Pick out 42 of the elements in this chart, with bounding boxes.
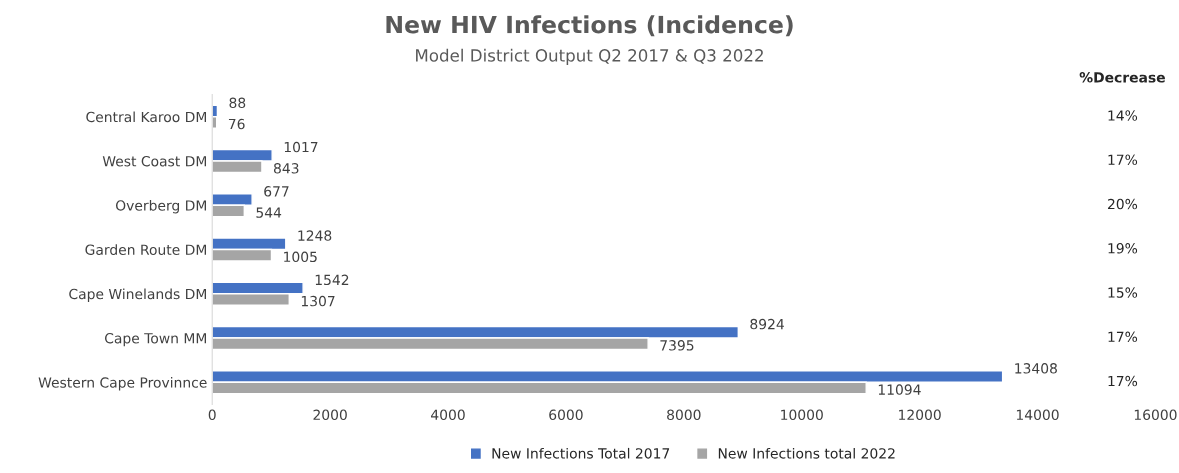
- y-tick-label: Cape Town MM: [104, 332, 206, 347]
- data-label: 1248: [298, 230, 332, 241]
- annotation: 14%: [1108, 110, 1138, 121]
- x-tick-label: 14000: [1016, 409, 1059, 421]
- data-label: 1307: [301, 295, 335, 307]
- y-tick-label: Western Cape Provinnce: [38, 377, 207, 391]
- chart-subtitle: Model District Output Q2 2017 & Q3 2022: [416, 48, 763, 65]
- data-label: 76: [228, 118, 245, 130]
- x-tick-label: 6000: [549, 409, 583, 421]
- data-label: 1005: [284, 251, 317, 263]
- y-tick-label: Central Karoo DM: [86, 111, 206, 123]
- data-label: 1542: [315, 274, 349, 286]
- data-label: 8924: [750, 318, 784, 330]
- annotation: 17%: [1108, 375, 1138, 387]
- x-tick-label: 4000: [431, 409, 465, 421]
- x-tick-label: 10000: [781, 409, 823, 421]
- text: %Decrease: [1079, 72, 1165, 83]
- x-tick-label: 0: [208, 409, 216, 421]
- y-tick-label: West Coast DM: [102, 155, 207, 167]
- data-label: 13408: [1015, 363, 1057, 374]
- chart-title: New HIV Infections (Incidence): [386, 15, 793, 37]
- x-tick-label: 8000: [667, 409, 701, 421]
- legend-label: New Infections total 2022: [718, 447, 895, 459]
- x-tick-label: 12000: [899, 409, 941, 421]
- x-tick-label: 16000: [1134, 409, 1177, 421]
- x-tick-label: 2000: [313, 409, 347, 421]
- y-tick-label: Cape Winelands DM: [69, 288, 206, 302]
- data-label: 88: [229, 97, 246, 109]
- annotation: 17%: [1108, 331, 1138, 343]
- data-label: 11094: [878, 384, 921, 395]
- annotation: 20%: [1107, 198, 1138, 210]
- data-label: 7395: [660, 340, 694, 351]
- annotation: 19%: [1108, 243, 1138, 254]
- annotation: 15%: [1108, 287, 1138, 298]
- legend-label: New Infections Total 2017: [492, 447, 670, 459]
- data-label: 677: [264, 186, 289, 197]
- y-tick-label: Overberg DM: [115, 199, 206, 214]
- data-label: 843: [273, 163, 299, 174]
- data-label: 544: [256, 207, 282, 218]
- y-tick-label: Garden Route DM: [85, 244, 206, 255]
- annotation: 17%: [1108, 154, 1138, 166]
- data-label: 1017: [284, 141, 318, 153]
